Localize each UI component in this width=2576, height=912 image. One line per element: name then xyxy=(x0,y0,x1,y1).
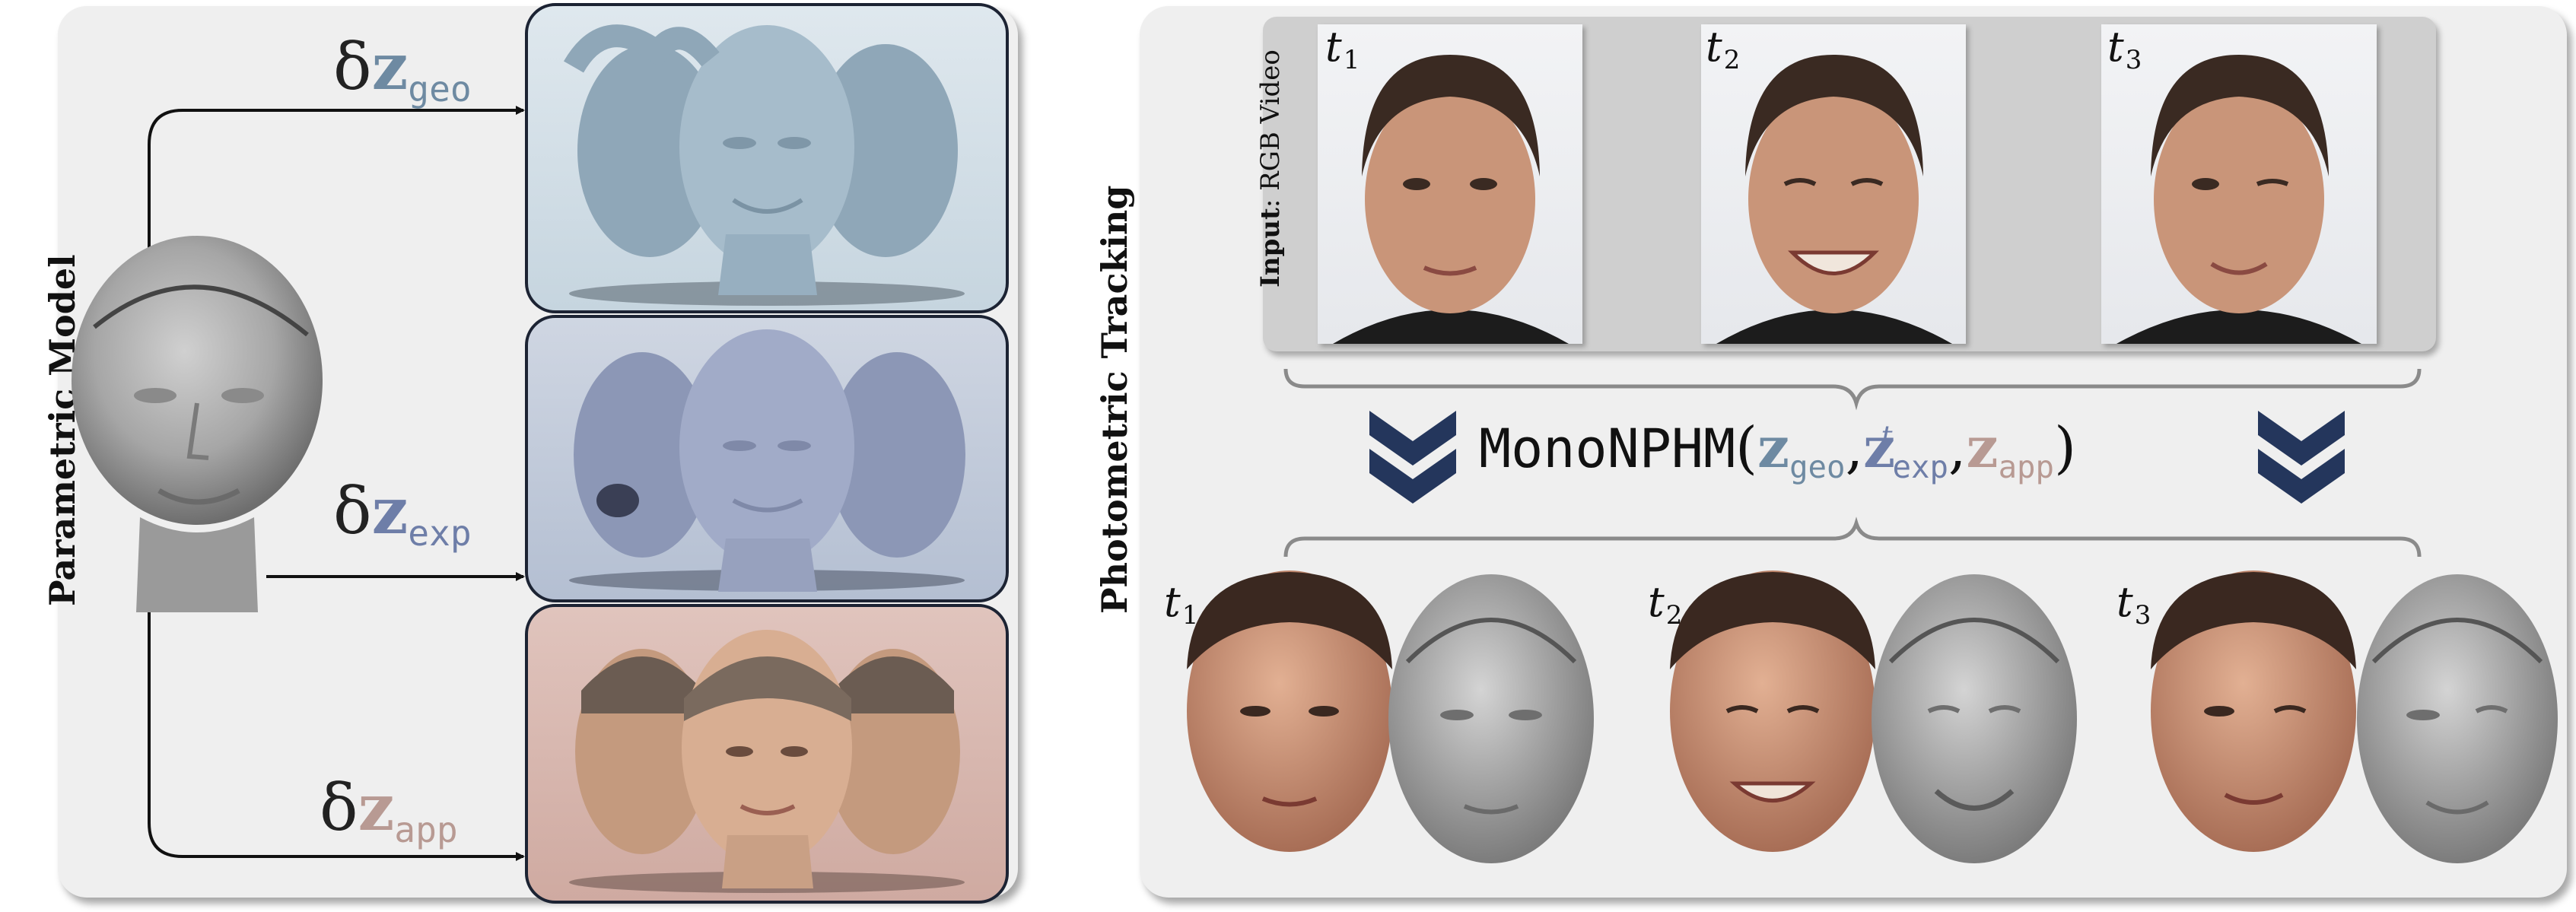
arrow-geo xyxy=(148,106,525,251)
mesh-head xyxy=(72,236,323,612)
expression-heads xyxy=(569,329,965,592)
label-dz-exp: δzexp xyxy=(333,473,472,554)
mononphm-formula: MonoNPHM(zgeo,ztexp,zapp) xyxy=(1479,415,2076,485)
geometry-render-t2 xyxy=(1872,574,2077,863)
geometry-render-t1 xyxy=(1388,574,1594,863)
bottom-brace xyxy=(1283,516,2422,558)
formula-comma-2: , xyxy=(1948,415,1967,481)
t-symbol: t xyxy=(1325,23,1342,71)
z-exp-superscript: t xyxy=(1881,420,1893,453)
z-exp-subscript: exp xyxy=(1892,449,1949,486)
z-app-symbol: z xyxy=(1966,415,1999,481)
subscript-app: app xyxy=(394,809,458,851)
model-name: MonoNPHM xyxy=(1479,418,1736,480)
t-symbol: t xyxy=(1706,23,1722,71)
appearance-heads xyxy=(569,630,965,893)
geometry-heads xyxy=(563,24,965,306)
delta-symbol: δ xyxy=(333,30,372,104)
label-dz-geo: δzgeo xyxy=(333,29,472,110)
delta-symbol: δ xyxy=(333,474,372,548)
formula-comma-1: , xyxy=(1845,415,1864,481)
face-photo xyxy=(2116,55,2361,344)
formula-close-paren: ) xyxy=(2054,415,2076,481)
z-geo-subscript: geo xyxy=(1789,449,1846,486)
input-frame-3 xyxy=(2101,24,2377,344)
t-subscript: 3 xyxy=(2125,45,2142,75)
appearance-variation-box xyxy=(525,604,1009,904)
input-t2-label: t2 xyxy=(1706,23,1740,75)
textured-render-t3 xyxy=(2151,570,2356,852)
input-t1-label: t1 xyxy=(1325,23,1360,75)
formula-open-paren: ( xyxy=(1735,415,1758,481)
t-symbol: t xyxy=(2107,23,2124,71)
geometry-render-t3 xyxy=(2357,574,2558,863)
input-frame-2 xyxy=(1701,24,1966,344)
delta-symbol: δ xyxy=(320,771,358,845)
geometry-variation-box xyxy=(525,3,1009,313)
z-symbol: z xyxy=(371,29,409,104)
t-subscript: 2 xyxy=(1723,45,1741,75)
z-symbol: z xyxy=(358,770,395,845)
textured-render-t1 xyxy=(1187,570,1392,852)
expression-variation-box xyxy=(525,315,1009,602)
z-app-subscript: app xyxy=(1998,449,2055,486)
t-subscript: 2 xyxy=(1665,600,1683,631)
z-symbol: z xyxy=(371,473,409,548)
face-photo xyxy=(1716,55,1952,344)
label-dz-app: δzapp xyxy=(320,770,458,850)
subscript-geo: geo xyxy=(408,68,472,110)
arrow-app xyxy=(148,601,525,861)
z-exp-symbol: z xyxy=(1863,415,1896,481)
face-photo xyxy=(1333,55,1569,344)
t-subscript: 1 xyxy=(1343,45,1360,75)
output-t1-label: t1 xyxy=(1164,578,1198,631)
t-symbol: t xyxy=(2116,578,2133,626)
chevron-down-icon-right xyxy=(2258,411,2345,504)
t-subscript: 1 xyxy=(1181,600,1199,631)
input-frame-1 xyxy=(1318,24,1582,344)
textured-render-t2 xyxy=(1670,570,1875,852)
input-t3-label: t3 xyxy=(2107,23,2142,75)
top-brace xyxy=(1283,368,2422,411)
t-symbol: t xyxy=(1164,578,1181,626)
t-subscript: 3 xyxy=(2134,600,2151,631)
output-t2-label: t2 xyxy=(1648,578,1682,631)
t-symbol: t xyxy=(1648,578,1665,626)
chevron-down-icon-left xyxy=(1369,411,1456,504)
output-t3-label: t3 xyxy=(2116,578,2151,631)
subscript-exp: exp xyxy=(408,513,472,555)
z-geo-symbol: z xyxy=(1757,415,1790,481)
